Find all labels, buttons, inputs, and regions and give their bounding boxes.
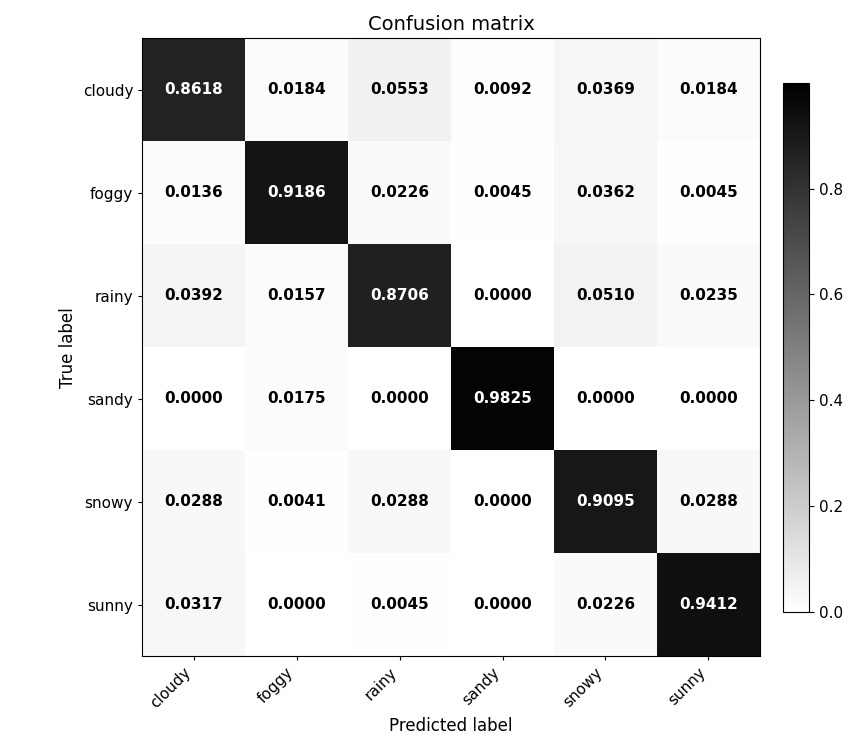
Text: 0.9412: 0.9412 — [679, 597, 738, 612]
Text: 0.9825: 0.9825 — [473, 392, 532, 406]
Text: 0.0000: 0.0000 — [473, 288, 532, 303]
Text: 0.0184: 0.0184 — [268, 82, 326, 98]
Text: 0.0000: 0.0000 — [473, 494, 532, 509]
Text: 0.0317: 0.0317 — [165, 597, 223, 612]
Text: 0.0288: 0.0288 — [679, 494, 738, 509]
Text: 0.9095: 0.9095 — [576, 494, 635, 509]
Text: 0.0045: 0.0045 — [679, 185, 738, 200]
Y-axis label: True label: True label — [59, 307, 77, 388]
Text: 0.0000: 0.0000 — [473, 597, 532, 612]
Text: 0.0157: 0.0157 — [268, 288, 326, 303]
Text: 0.0000: 0.0000 — [370, 392, 429, 406]
Text: 0.0175: 0.0175 — [268, 392, 326, 406]
Text: 0.0553: 0.0553 — [370, 82, 429, 98]
Text: 0.0226: 0.0226 — [370, 185, 429, 200]
Text: 0.0000: 0.0000 — [576, 392, 635, 406]
Text: 0.0045: 0.0045 — [473, 185, 532, 200]
Text: 0.0000: 0.0000 — [267, 597, 326, 612]
Text: 0.0288: 0.0288 — [164, 494, 223, 509]
Text: 0.8618: 0.8618 — [164, 82, 223, 98]
Text: 0.0510: 0.0510 — [577, 288, 635, 303]
Text: 0.0226: 0.0226 — [576, 597, 635, 612]
Text: 0.0362: 0.0362 — [576, 185, 635, 200]
Text: 0.8706: 0.8706 — [370, 288, 429, 303]
Text: 0.0092: 0.0092 — [473, 82, 532, 98]
Text: 0.0369: 0.0369 — [576, 82, 635, 98]
Text: 0.0136: 0.0136 — [164, 185, 223, 200]
Text: 0.0235: 0.0235 — [679, 288, 738, 303]
Text: 0.0392: 0.0392 — [164, 288, 223, 303]
Text: 0.9186: 0.9186 — [267, 185, 326, 200]
Text: 0.0041: 0.0041 — [268, 494, 326, 509]
X-axis label: Predicted label: Predicted label — [390, 717, 513, 735]
Title: Confusion matrix: Confusion matrix — [368, 15, 535, 34]
Text: 0.0045: 0.0045 — [370, 597, 429, 612]
Text: 0.0184: 0.0184 — [680, 82, 738, 98]
Text: 0.0000: 0.0000 — [679, 392, 738, 406]
Text: 0.0288: 0.0288 — [370, 494, 429, 509]
Text: 0.0000: 0.0000 — [164, 392, 223, 406]
